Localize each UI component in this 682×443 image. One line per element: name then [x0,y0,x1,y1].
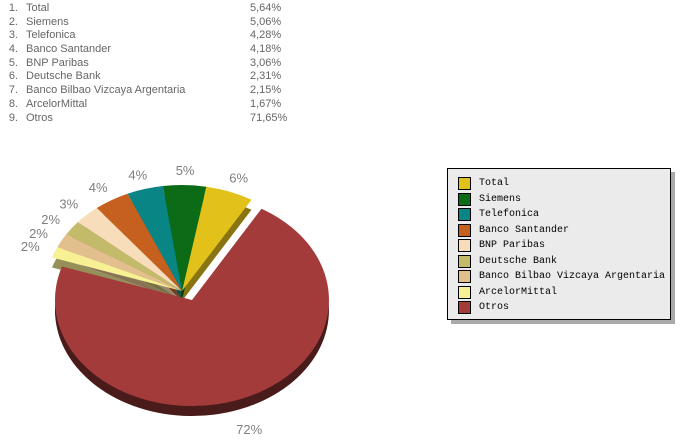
ranking-row-arcelormittal: 8. ArcelorMittal 1,67% [0,98,330,112]
ranking-value: 4,28% [250,29,282,42]
pie-slice-banco-bilbao-vizcaya-argentaria[interactable] [57,234,182,292]
ranking-value: 5,06% [250,15,282,28]
legend-label: Deutsche Bank [479,255,558,267]
ranking-name: BNP Paribas [26,56,89,69]
legend-swatch-deutsche-bank [458,254,471,268]
slice-label-arcelormittal: 2% [21,239,40,254]
slice-label-bnp-paribas: 3% [59,197,78,212]
legend-label: BNP Paribas [479,240,546,252]
pie-slice-banco-santander[interactable] [96,193,182,291]
legend-item-telefonica[interactable]: Telefonica [448,207,670,223]
ranking-index: 2. [8,15,18,28]
ranking-value: 71,65% [250,111,288,124]
ranking-row-otros: 9. Otros 71,65% [0,112,330,126]
legend-box: Total Siemens Telefonica Banco Santander BNP… [447,168,671,320]
pie-slice-arcelormittal[interactable] [52,247,182,291]
legend-swatch-total [458,177,471,191]
pie-slice-bnp-paribas[interactable] [77,208,182,291]
legend-item-deutsche-bank[interactable]: Deutsche Bank [448,254,670,270]
legend-swatch-otros [458,301,471,315]
legend-label: ArcelorMittal [479,286,558,298]
ranking-name: Telefonica [26,29,76,42]
ranking-name: Total [26,2,50,14]
pie-slice-otros[interactable] [54,208,329,407]
ranking-index: 8. [8,97,18,110]
legend-swatch-siemens [458,192,471,206]
slice-label-deutsche-bank: 2% [41,212,60,227]
legend-label: Banco Bilbao Vizcaya Argentaria [479,271,666,283]
slice-label-telefonica: 4% [128,168,147,183]
ranking-value: 5,64% [250,2,282,14]
legend-label: Banco Santander [479,224,570,236]
legend-label: Total [479,178,510,190]
legend-label: Siemens [479,193,522,205]
legend-item-arcelormittal[interactable]: ArcelorMittal [448,285,670,301]
legend-swatch-banco-bilbao-vizcaya-argentaria [458,270,471,284]
ranking-index: 5. [8,56,18,69]
ranking-index: 9. [8,111,18,124]
pie-slice-deutsche-bank[interactable] [66,222,182,291]
ranking-value: 1,67% [250,97,282,110]
slice-label-banco-bilbao-vizcaya-argentaria: 2% [29,226,48,241]
ranking-row-bnp-paribas: 5. BNP Paribas 3,06% [0,57,330,71]
ranking-index: 1. [8,2,18,14]
ranking-name: Otros [26,111,53,124]
ranking-value: 3,06% [250,56,282,69]
legend-label: Otros [479,302,510,314]
legend-item-banco-bilbao-vizcaya-argentaria[interactable]: Banco Bilbao Vizcaya Argentaria [448,269,670,285]
ranking-value: 2,31% [250,70,282,83]
legend-swatch-banco-santander [458,223,471,237]
legend-item-bnp-paribas[interactable]: BNP Paribas [448,238,670,254]
legend-swatch-arcelormittal [458,285,471,299]
ranking-row-banco-bilbao-vizcaya-argentaria: 7. Banco Bilbao Vizcaya Argentaria 2,15% [0,84,330,98]
ranking-name: ArcelorMittal [26,97,88,110]
ranking-value: 2,15% [250,84,282,97]
ranking-index: 4. [8,43,18,56]
legend-item-siemens[interactable]: Siemens [448,192,670,208]
ranking-row-telefonica: 3. Telefonica 4,28% [0,29,330,43]
legend-swatch-bnp-paribas [458,239,471,253]
ranking-row-banco-santander: 4. Banco Santander 4,18% [0,43,330,57]
legend-item-banco-santander[interactable]: Banco Santander [448,223,670,239]
ranking-index: 3. [8,29,18,42]
slice-label-banco-santander: 4% [89,180,108,195]
legend-label: Telefonica [479,209,540,221]
pie-slice-total-side [182,196,252,301]
legend-item-total[interactable]: Total [448,176,670,192]
ranking-name: Siemens [26,15,69,28]
slice-label-total: 6% [229,171,248,186]
ranking-row-deutsche-bank: 6. Deutsche Bank 2,31% [0,70,330,84]
ranking-list: 1. Total 5,64% 2. Siemens 5,06% 3. Telefonica 4,… [0,2,330,125]
ranking-row-total: 1. Total 5,64% [0,2,330,16]
ranking-name: Deutsche Bank [26,70,101,83]
pie-slice-telefonica[interactable] [127,186,183,291]
ranking-row-siemens: 2. Siemens 5,06% [0,16,330,30]
legend-swatch-telefonica [458,208,471,222]
legend-item-otros[interactable]: Otros [448,300,670,316]
ranking-value: 4,18% [250,43,282,56]
pie-slice-siemens[interactable] [162,184,207,291]
pie-slice-total[interactable] [182,186,252,291]
ranking-name: Banco Santander [26,43,112,56]
ranking-index: 6. [8,70,18,83]
ranking-index: 7. [8,84,18,97]
ranking-name: Banco Bilbao Vizcaya Argentaria [26,84,186,97]
slice-label-siemens: 5% [176,163,195,178]
slice-label-otros: 72% [236,422,262,437]
